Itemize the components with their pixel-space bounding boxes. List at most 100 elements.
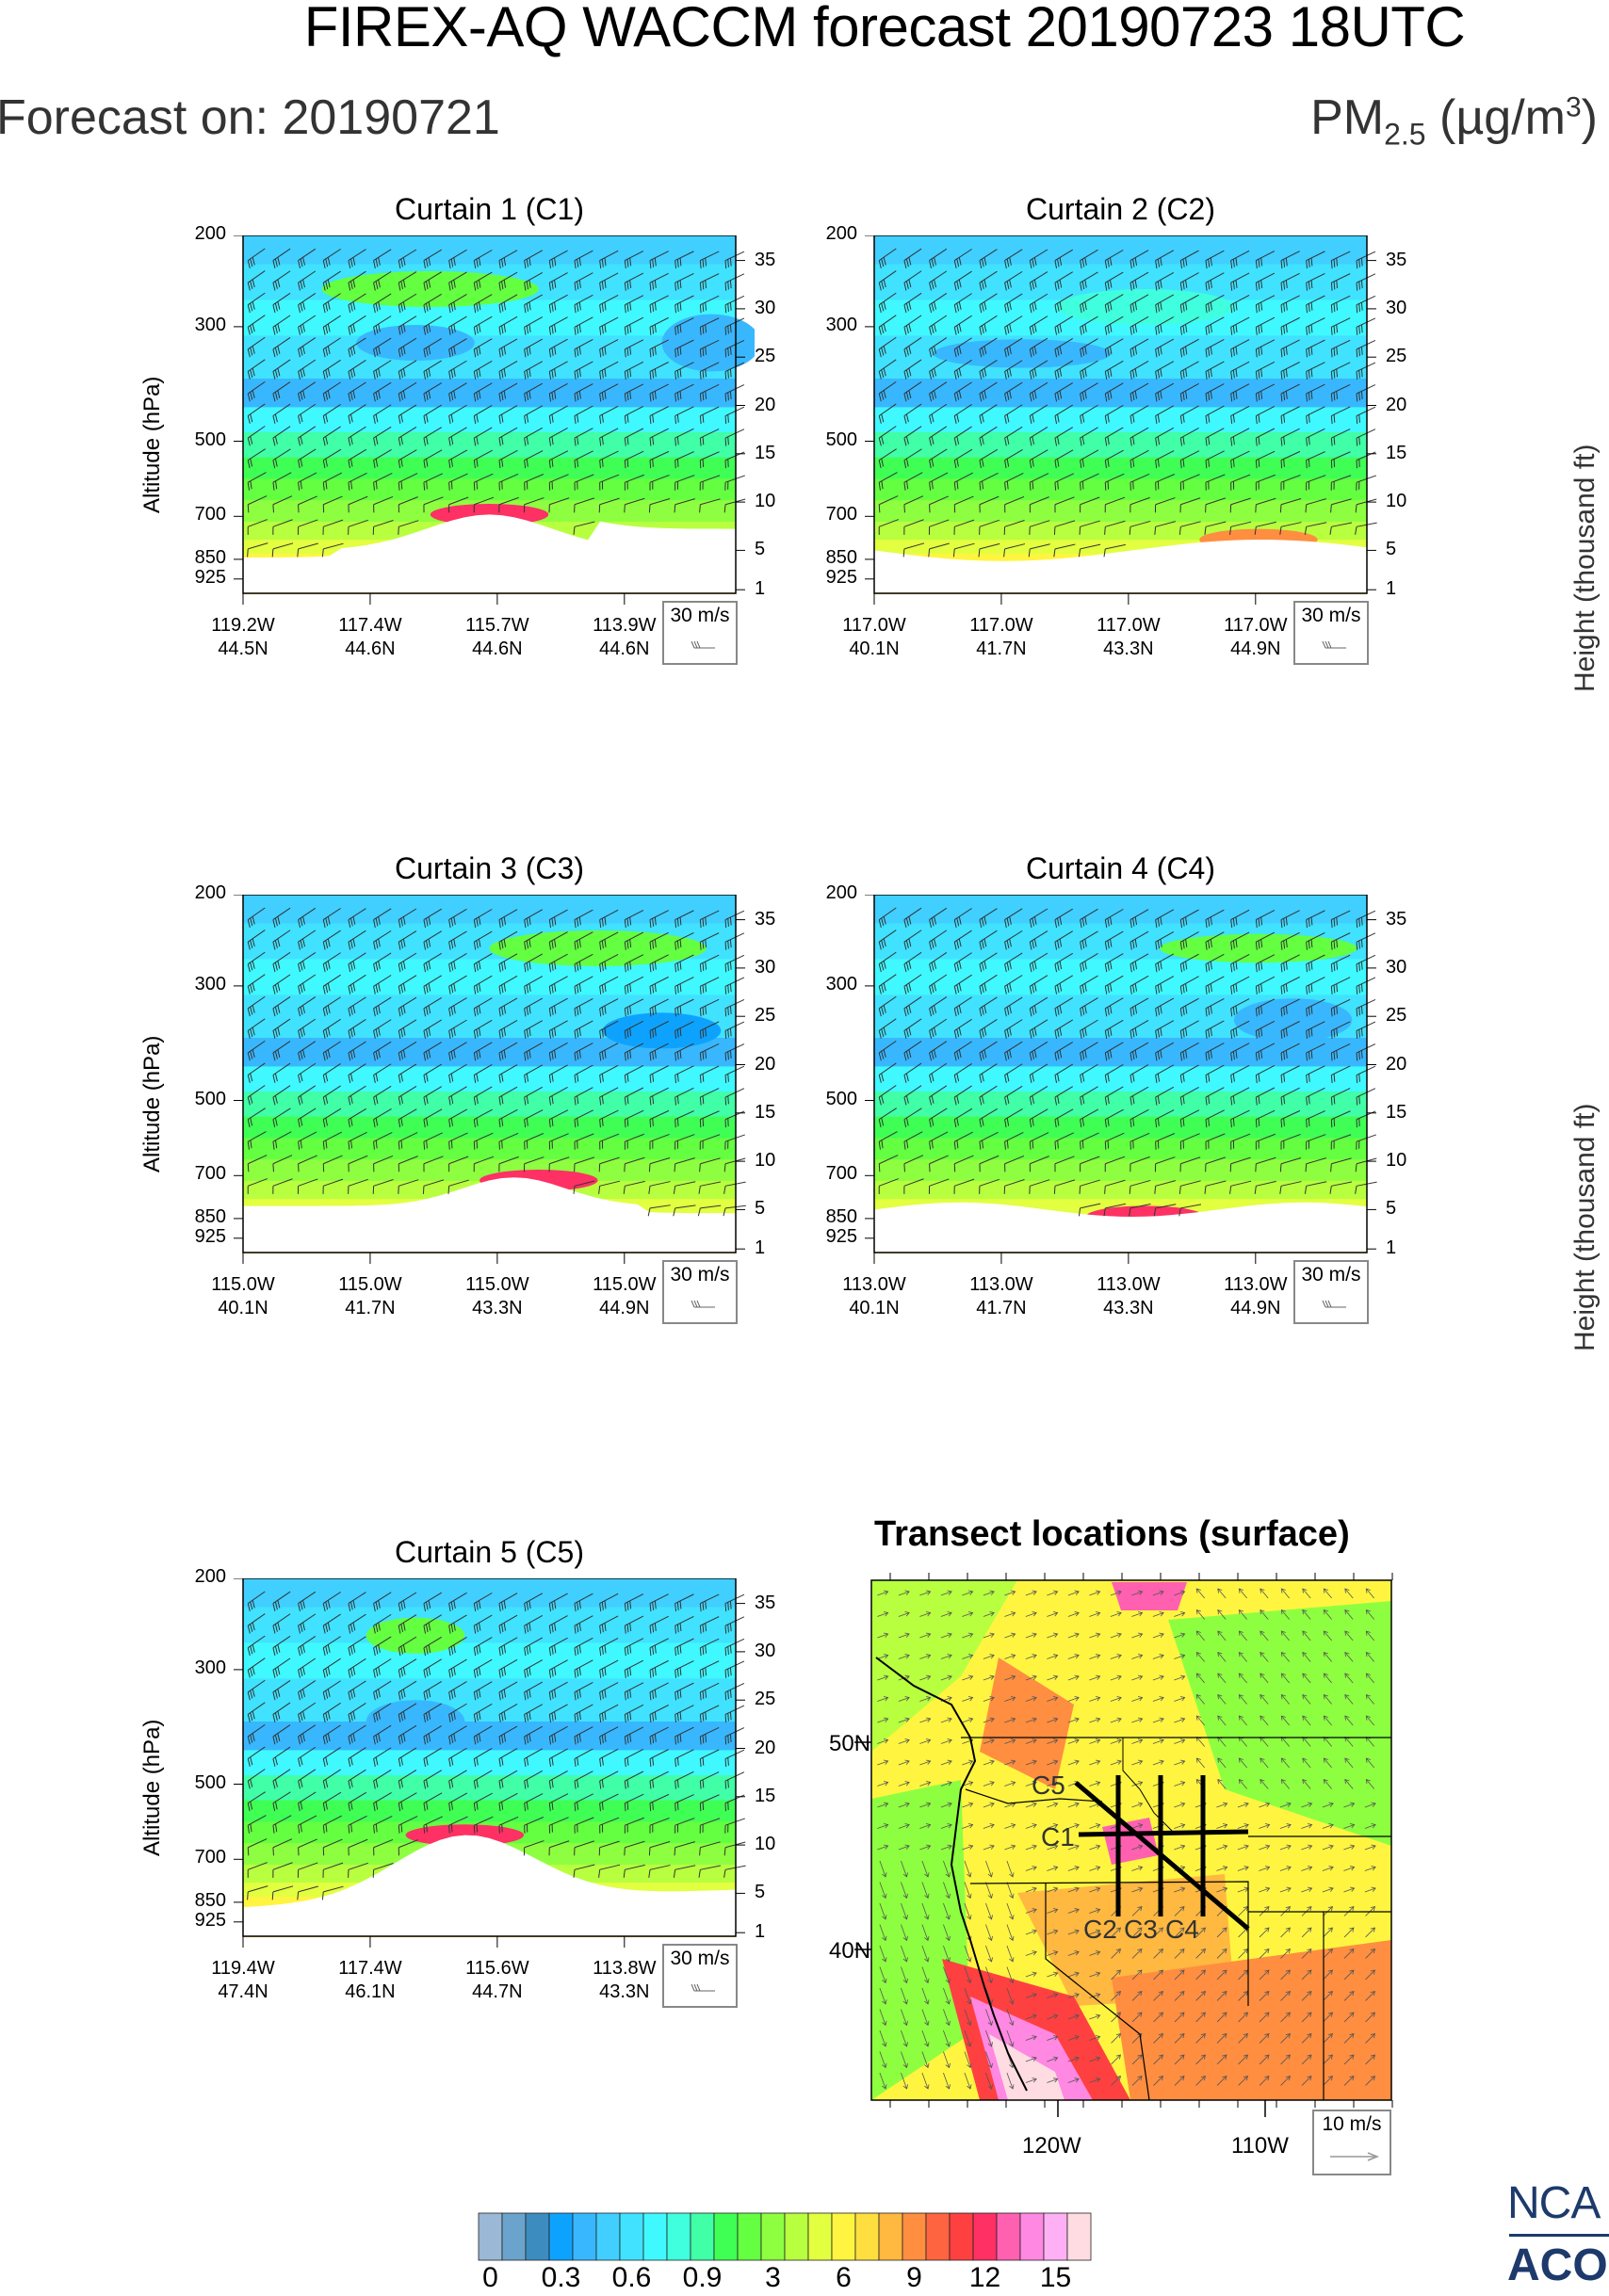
wind-barb (297, 519, 318, 535)
wind-barb (1103, 1203, 1126, 1217)
wind-barb (1230, 316, 1250, 335)
wind-barb (298, 1657, 317, 1678)
wind-barb (272, 519, 293, 535)
wind-barb (1280, 954, 1300, 973)
wind-arrow (919, 1781, 932, 1787)
wind-barb (574, 361, 593, 380)
wind-arrow (983, 1654, 995, 1659)
wind-barb (1155, 316, 1175, 335)
wind-barb (624, 316, 644, 335)
wind-barb (1155, 976, 1175, 994)
wind-barb (298, 293, 317, 314)
wind-arrow (919, 1738, 932, 1744)
wind-arrow (1174, 1991, 1185, 2001)
wind-barb (1356, 999, 1376, 1017)
wind-barb (348, 472, 367, 491)
wind-barb (674, 339, 694, 358)
wind-barb (649, 1726, 669, 1745)
wind-barb (649, 998, 669, 1017)
wind-barb (699, 1682, 720, 1701)
height-tick-label: 20 (1386, 1053, 1407, 1075)
wind-barb (1280, 1065, 1300, 1084)
wind-barb (348, 1178, 368, 1194)
wind-barb (1230, 1043, 1250, 1061)
wind-barb (348, 1085, 366, 1106)
wind-arrow (1047, 2035, 1059, 2041)
wind-barb (1054, 1063, 1073, 1084)
wind-arrow (919, 1611, 932, 1617)
wind-barb (598, 1180, 621, 1194)
wind-barb (1356, 932, 1376, 950)
colorbar-swatch (902, 2212, 927, 2261)
wind-barb (1255, 910, 1276, 929)
ytick-label: 300 (825, 314, 857, 335)
wind-barb (699, 428, 720, 446)
wind-barb (1130, 953, 1149, 973)
wind-barb (878, 292, 897, 314)
xtick-lat: 43.3N (599, 1981, 650, 2002)
wind-barb (599, 1020, 619, 1039)
wind-arrow (1131, 1886, 1144, 1893)
wind-barb (574, 1593, 593, 1612)
wind-arrow (1153, 2012, 1163, 2023)
wind-barb (322, 1769, 341, 1789)
wind-barb (1230, 998, 1250, 1017)
wind-arrow (1047, 1590, 1059, 1596)
wind-barb (548, 361, 568, 380)
wind-barb (699, 339, 720, 358)
wind-barb (524, 1770, 544, 1789)
wind-barb (1179, 450, 1200, 469)
wind-barb (1029, 1019, 1048, 1039)
contour-band (874, 1159, 1367, 1182)
wind-arrow (921, 1987, 930, 2005)
wind-barb (1054, 952, 1073, 973)
wind-arrow (1067, 1759, 1080, 1766)
wind-arrow (1365, 1715, 1374, 1726)
xtick-label: 113.0W 41.7N (945, 1273, 1058, 1320)
wind-arrow (921, 1945, 930, 1963)
wind-barb (574, 1087, 593, 1106)
wind-barb (473, 1792, 493, 1812)
wind-barb (1330, 475, 1352, 491)
aerosol-feature (602, 1012, 722, 1049)
wind-arrow (1343, 1823, 1356, 1829)
wind-barb (1029, 404, 1048, 424)
wind-arrow (1152, 1611, 1164, 1617)
wind-arrow (1323, 2054, 1333, 2065)
wind-arrow (1343, 1866, 1356, 1871)
wind-barb (649, 339, 669, 358)
wind-barb (1130, 1108, 1149, 1128)
wind-arrow (1153, 1991, 1163, 2001)
wind-arrow (921, 1860, 930, 1878)
wind-arrow (1238, 1715, 1247, 1726)
wind-barb (1004, 495, 1025, 513)
wind-barb (624, 998, 644, 1017)
wind-barb (674, 1749, 694, 1768)
wind-arrow (1217, 1609, 1227, 1620)
wind-barb (524, 382, 544, 402)
wind-barb (1330, 1043, 1351, 1061)
wind-barb (423, 930, 442, 950)
height-tick-label: 30 (755, 297, 776, 318)
wind-barb (298, 337, 317, 358)
wind-barb (574, 1064, 593, 1084)
ytick-label: 500 (825, 428, 857, 450)
wind-barb (624, 361, 644, 380)
wind-barb (1155, 997, 1175, 1017)
right-axis-title-row1: Height (thousand ft) (1569, 444, 1601, 692)
wind-arrow (919, 1823, 932, 1829)
wind-barb (524, 1704, 544, 1722)
wind-arrow (1260, 1588, 1269, 1599)
wind-barb (1080, 449, 1099, 469)
wind-barb (699, 910, 720, 929)
wind-barb (929, 248, 948, 269)
wind-barb (599, 954, 619, 973)
wind-barb (1080, 249, 1098, 269)
wind-barb (724, 1593, 745, 1612)
wind-barb (423, 1747, 442, 1768)
wind-arrow (901, 1882, 908, 1900)
wind-barb (473, 382, 493, 402)
wind-barb (1330, 1110, 1351, 1128)
wind-barb (298, 248, 317, 269)
wind-arrow (901, 2009, 908, 2027)
